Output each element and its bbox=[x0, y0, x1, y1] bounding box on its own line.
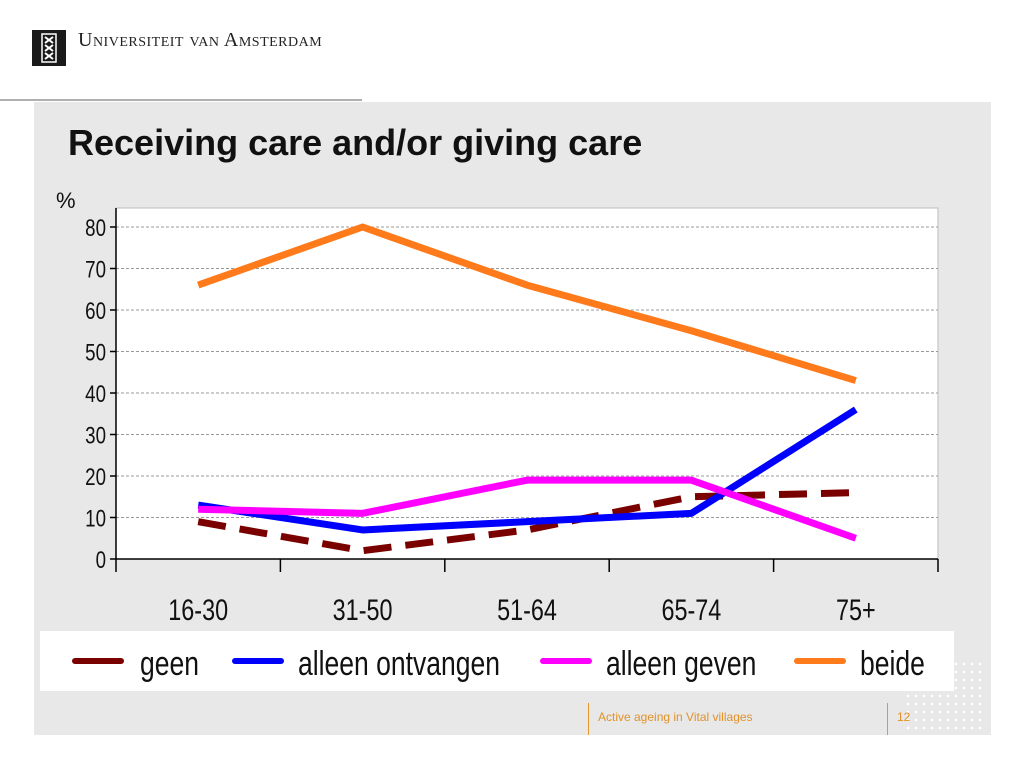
y-axis-label: % bbox=[56, 188, 76, 213]
uva-crest-icon bbox=[32, 30, 66, 66]
university-name: Universiteit van Amsterdam bbox=[78, 29, 323, 51]
footer-divider-left bbox=[588, 703, 589, 735]
y-tick-label: 40 bbox=[85, 381, 106, 408]
y-tick-label: 70 bbox=[85, 256, 106, 283]
legend-swatch bbox=[794, 658, 846, 664]
x-tick-label: 51-64 bbox=[497, 593, 557, 626]
line-chart: 0 10 20 30 40 50 60 70 80 16-30 31-50 51-64 65-74 75+… bbox=[56, 188, 939, 627]
legend-label: alleen geven bbox=[606, 645, 757, 683]
x-tick-label: 75+ bbox=[836, 593, 876, 626]
legend-label: geen bbox=[140, 645, 199, 683]
legend-label: alleen ontvangen bbox=[298, 645, 501, 683]
y-tick-label: 0 bbox=[96, 547, 106, 574]
x-tick-label: 31-50 bbox=[333, 593, 393, 626]
y-tick-label: 80 bbox=[85, 215, 106, 242]
y-tick-label: 20 bbox=[85, 464, 106, 491]
x-tick-label: 65-74 bbox=[661, 593, 721, 626]
y-tick-label: 60 bbox=[85, 298, 106, 325]
y-tick-label: 10 bbox=[85, 505, 106, 532]
footer-divider-right bbox=[887, 703, 888, 735]
legend-label: beide bbox=[860, 645, 925, 683]
x-tick-label: 16-30 bbox=[168, 593, 228, 626]
legend-swatch bbox=[232, 658, 284, 664]
header-divider bbox=[0, 99, 362, 101]
y-tick-label: 30 bbox=[85, 422, 106, 449]
series-line-geen bbox=[197, 489, 856, 555]
y-tick-label: 50 bbox=[85, 339, 106, 366]
header: Universiteit van Amsterdam bbox=[0, 0, 1024, 101]
page-number: 12 bbox=[897, 710, 911, 724]
slide-title: Receiving care and/or giving care bbox=[68, 122, 643, 163]
plot-area bbox=[115, 207, 939, 560]
footer-presentation-title: Active ageing in Vital villages bbox=[598, 710, 753, 724]
legend-swatch bbox=[540, 658, 592, 664]
chart-legend: geen alleen ontvangen alleen geven beide bbox=[40, 631, 954, 691]
legend-swatch bbox=[72, 658, 124, 664]
